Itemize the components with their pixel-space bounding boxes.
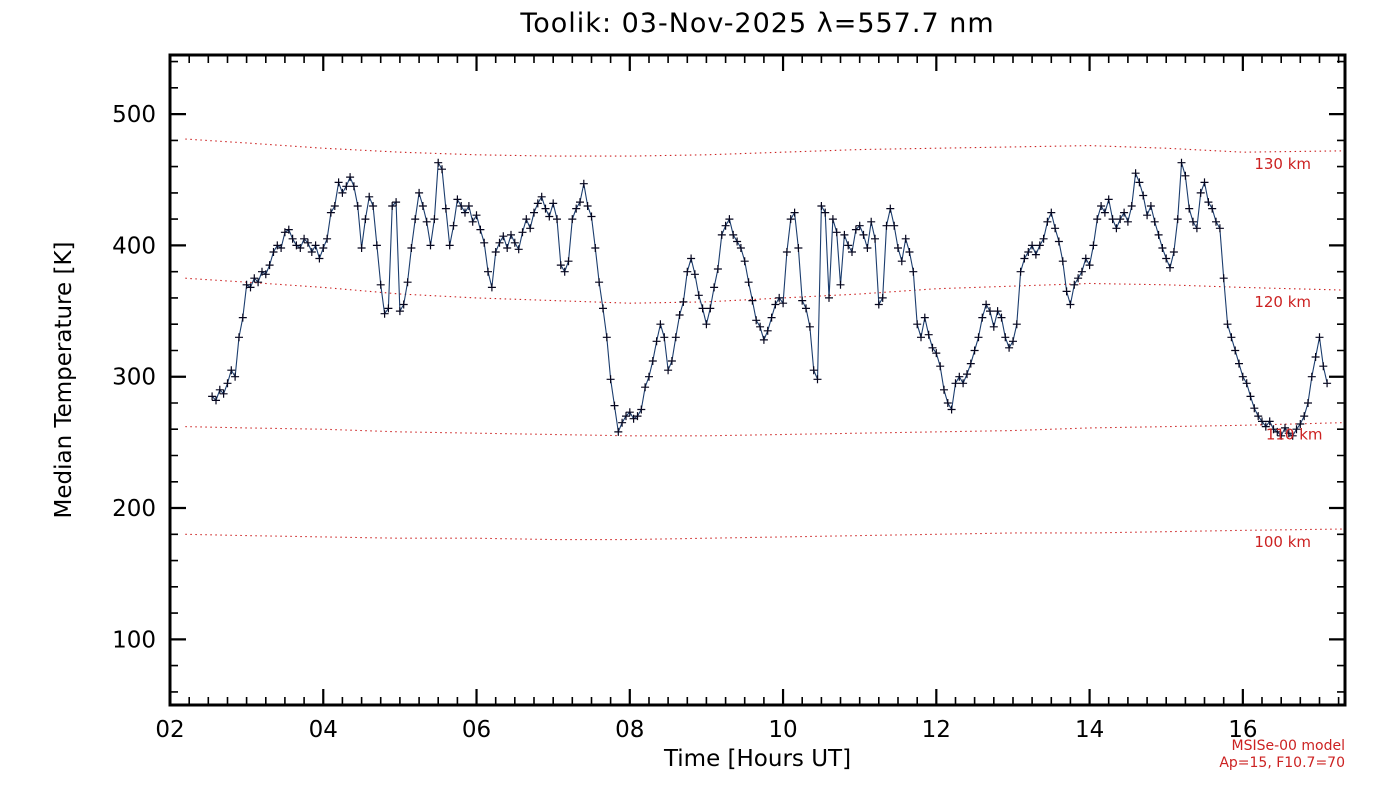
chart-title: Toolik: 03-Nov-2025 λ=557.7 nm [520,8,995,39]
msis-model-curves [185,138,1343,541]
y-tick-label-300: 300 [112,365,156,391]
plot-frame [168,53,1347,707]
y-tick-label-200: 200 [112,496,156,522]
x-tick-label-10: 10 [768,717,797,743]
model-label-120-km: 120 km [1254,293,1311,311]
model-curve-120-km [185,277,1343,304]
y-axis-label: Median Temperature [K] [51,241,77,519]
y-tick-label-400: 400 [112,233,156,259]
series-line [211,160,1328,437]
model-curve-100-km [185,528,1343,541]
model-curve-110-km [185,422,1343,437]
y-tick-label-100: 100 [112,627,156,653]
major-ticks [168,55,1345,705]
x-tick-label-16: 16 [1228,717,1257,743]
x-tick-label-04: 04 [309,717,338,743]
model-label-110-km: 110 km [1266,425,1323,443]
axes: 02 04 06 08 10 12 14 16 100 200 300 400 500 [112,53,1347,743]
x-tick-label-14: 14 [1075,717,1104,743]
model-credit-params: Ap=15, F10.7=70 [1219,755,1345,771]
x-axis-label: Time [Hours UT] [663,746,852,772]
model-label-100-km: 100 km [1254,533,1311,551]
x-tick-label-06: 06 [462,717,491,743]
x-tick-label-02: 02 [155,717,184,743]
series-plus-markers [208,158,1332,440]
series-median-temperature [208,158,1332,440]
x-tick-label-08: 08 [615,717,644,743]
model-credit: MSISe-00 model Ap=15, F10.7=70 [1219,738,1345,772]
model-label-130-km: 130 km [1254,155,1311,173]
y-tick-label-500: 500 [112,102,156,128]
model-curve-130-km [185,138,1343,157]
minor-ticks [170,55,1345,705]
x-tick-label-12: 12 [922,717,951,743]
model-credit-name: MSISe-00 model [1231,738,1345,754]
